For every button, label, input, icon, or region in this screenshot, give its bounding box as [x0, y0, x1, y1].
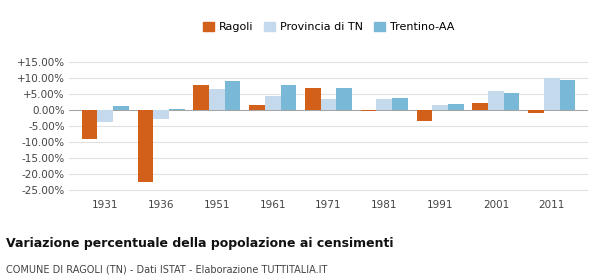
Bar — [169, 109, 185, 110]
Bar — [392, 98, 408, 110]
Text: Variazione percentuale della popolazione ai censimenti: Variazione percentuale della popolazione… — [6, 237, 394, 249]
Bar — [82, 110, 97, 139]
Legend: Ragoli, Provincia di TN, Trentino-AA: Ragoli, Provincia di TN, Trentino-AA — [201, 20, 456, 34]
Bar — [560, 80, 575, 110]
Bar — [265, 96, 281, 110]
Bar — [209, 89, 224, 110]
Bar — [193, 85, 209, 110]
Bar — [472, 103, 488, 110]
Bar — [281, 85, 296, 110]
Bar — [361, 110, 376, 111]
Bar — [153, 110, 169, 119]
Bar — [249, 105, 265, 110]
Bar — [97, 110, 113, 122]
Bar — [504, 93, 520, 110]
Bar — [337, 88, 352, 110]
Bar — [376, 99, 392, 110]
Bar — [305, 88, 320, 110]
Bar — [320, 99, 337, 110]
Text: COMUNE DI RAGOLI (TN) - Dati ISTAT - Elaborazione TUTTITALIA.IT: COMUNE DI RAGOLI (TN) - Dati ISTAT - Ela… — [6, 265, 328, 275]
Bar — [137, 110, 153, 182]
Bar — [488, 91, 504, 110]
Bar — [528, 110, 544, 113]
Bar — [448, 104, 464, 110]
Bar — [432, 105, 448, 110]
Bar — [224, 81, 241, 110]
Bar — [416, 110, 432, 121]
Bar — [113, 106, 129, 110]
Bar — [544, 78, 560, 110]
